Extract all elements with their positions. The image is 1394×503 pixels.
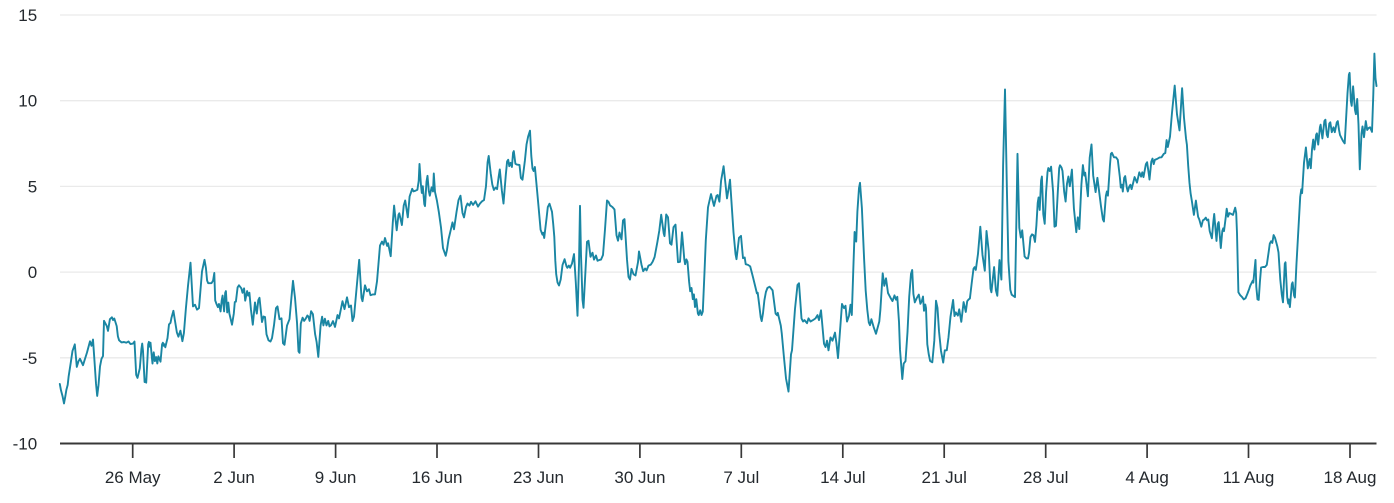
svg-text:0: 0 (28, 263, 37, 282)
svg-text:28 Jul: 28 Jul (1023, 468, 1068, 487)
svg-text:2 Jun: 2 Jun (213, 468, 255, 487)
svg-text:-5: -5 (22, 349, 37, 368)
svg-text:14 Jul: 14 Jul (820, 468, 865, 487)
svg-text:16 Jun: 16 Jun (411, 468, 462, 487)
svg-text:30 Jun: 30 Jun (614, 468, 665, 487)
svg-text:7 Jul: 7 Jul (723, 468, 759, 487)
svg-text:26 May: 26 May (105, 468, 161, 487)
svg-text:9 Jun: 9 Jun (315, 468, 357, 487)
svg-text:-10: -10 (13, 435, 38, 454)
svg-text:23 Jun: 23 Jun (513, 468, 564, 487)
svg-text:21 Jul: 21 Jul (922, 468, 967, 487)
svg-text:5: 5 (28, 177, 37, 196)
svg-text:11 Aug: 11 Aug (1223, 468, 1275, 487)
svg-text:4 Aug: 4 Aug (1125, 468, 1169, 487)
svg-text:10: 10 (18, 92, 37, 111)
svg-text:15: 15 (18, 6, 37, 25)
svg-text:18 Aug: 18 Aug (1324, 468, 1377, 487)
